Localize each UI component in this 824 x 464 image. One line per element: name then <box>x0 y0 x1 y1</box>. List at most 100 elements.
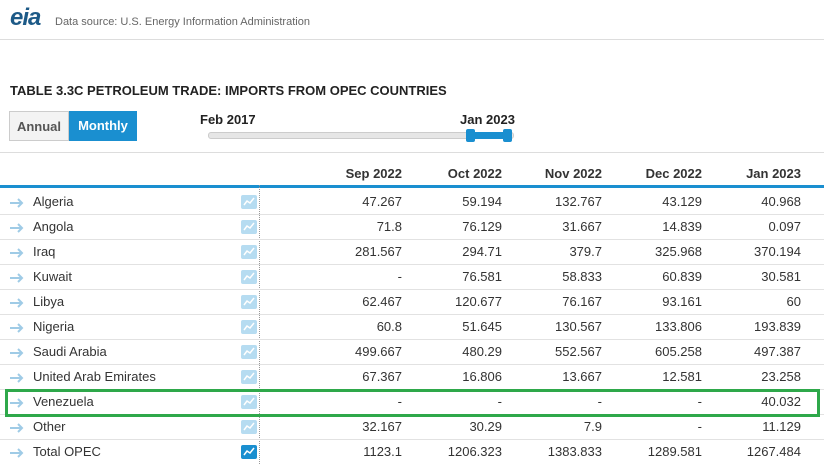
data-cell: 193.839 <box>754 319 801 334</box>
row-label: Venezuela <box>33 394 94 409</box>
expand-icon[interactable] <box>10 271 26 286</box>
row-divider <box>0 289 824 290</box>
data-cell: 1206.323 <box>447 444 502 459</box>
logo[interactable]: eia <box>10 4 41 31</box>
row-divider <box>0 264 824 265</box>
data-cell: - <box>697 394 702 409</box>
row-label: Total OPEC <box>33 444 101 459</box>
chart-icon[interactable] <box>241 295 257 312</box>
data-cell: 132.767 <box>555 194 602 209</box>
chart-icon[interactable] <box>241 245 257 262</box>
row-label: Libya <box>33 294 65 309</box>
data-cell: 93.161 <box>662 294 702 309</box>
data-cell: 370.194 <box>754 244 801 259</box>
data-source: Data source: U.S. Energy Information Adm… <box>55 16 310 28</box>
expand-icon[interactable] <box>10 296 26 311</box>
row-label: Iraq <box>33 244 56 259</box>
data-cell: - <box>397 394 402 409</box>
chart-icon[interactable] <box>241 270 257 287</box>
data-cell: 120.677 <box>455 294 502 309</box>
data-cell: 76.167 <box>562 294 602 309</box>
data-cell: 30.581 <box>761 269 801 284</box>
data-cell: 30.29 <box>469 419 502 434</box>
data-cell: 60 <box>786 294 801 309</box>
data-cell: 71.8 <box>376 219 402 234</box>
data-cell: 480.29 <box>462 344 502 359</box>
row-label: Angola <box>33 219 74 234</box>
expand-icon[interactable] <box>10 396 26 411</box>
annual-button[interactable]: Annual <box>9 111 69 141</box>
row-label: Algeria <box>33 194 74 209</box>
data-cell: 1123.1 <box>363 444 402 459</box>
data-cell: 43.129 <box>662 194 702 209</box>
column-header: Jan 2023 <box>746 166 801 181</box>
data-cell: 76.581 <box>462 269 502 284</box>
data-cell: 16.806 <box>462 369 502 384</box>
slider-end-label: Jan 2023 <box>460 112 515 127</box>
row-divider <box>0 239 824 240</box>
slider-handle-left[interactable] <box>466 129 475 142</box>
data-cell: 32.167 <box>362 419 402 434</box>
expand-icon[interactable] <box>10 446 26 461</box>
chart-icon[interactable] <box>241 195 257 212</box>
chart-icon[interactable] <box>241 220 257 237</box>
data-cell: 67.367 <box>362 369 402 384</box>
expand-icon[interactable] <box>10 196 26 211</box>
table-top-line <box>0 152 824 153</box>
data-cell: 1383.833 <box>547 444 602 459</box>
data-cell: 130.567 <box>555 319 602 334</box>
column-header: Dec 2022 <box>645 166 702 181</box>
data-cell: 40.032 <box>761 394 801 409</box>
data-cell: 294.71 <box>462 244 502 259</box>
data-cell: 13.667 <box>562 369 602 384</box>
expand-icon[interactable] <box>10 246 26 261</box>
data-cell: 60.839 <box>662 269 702 284</box>
expand-icon[interactable] <box>10 421 26 436</box>
column-header: Nov 2022 <box>544 166 602 181</box>
slider-handle-right[interactable] <box>503 129 512 142</box>
data-cell: 325.968 <box>655 244 702 259</box>
data-cell: 281.567 <box>355 244 402 259</box>
expand-icon[interactable] <box>10 371 26 386</box>
expand-icon[interactable] <box>10 346 26 361</box>
chart-icon[interactable] <box>241 395 257 412</box>
data-cell: 51.645 <box>462 319 502 334</box>
data-cell: 552.567 <box>555 344 602 359</box>
chart-icon[interactable] <box>241 345 257 362</box>
data-cell: 497.387 <box>754 344 801 359</box>
data-cell: 1289.581 <box>647 444 702 459</box>
monthly-button[interactable]: Monthly <box>69 111 137 141</box>
chart-icon[interactable] <box>241 420 257 437</box>
data-cell: 11.129 <box>762 419 801 434</box>
data-cell: 76.129 <box>462 219 502 234</box>
data-cell: 60.8 <box>376 319 402 334</box>
slider-track[interactable] <box>208 132 514 139</box>
highlight-box <box>5 389 820 417</box>
table-title: TABLE 3.3C PETROLEUM TRADE: IMPORTS FROM… <box>10 83 447 98</box>
data-cell: 47.267 <box>362 194 402 209</box>
row-divider <box>0 339 824 340</box>
expand-icon[interactable] <box>10 221 26 236</box>
row-label: Other <box>33 419 66 434</box>
chart-icon[interactable] <box>241 370 257 387</box>
row-label: Nigeria <box>33 319 75 334</box>
expand-icon[interactable] <box>10 321 26 336</box>
data-cell: 14.839 <box>662 219 702 234</box>
row-label: United Arab Emirates <box>33 369 156 384</box>
chart-icon[interactable] <box>241 445 257 462</box>
data-cell: 379.7 <box>569 244 602 259</box>
row-label: Kuwait <box>33 269 73 284</box>
data-cell: 1267.484 <box>746 444 801 459</box>
row-divider <box>0 364 824 365</box>
data-cell: 31.667 <box>562 219 602 234</box>
data-cell: 12.581 <box>662 369 702 384</box>
data-cell: 133.806 <box>655 319 702 334</box>
data-cell: 40.968 <box>761 194 801 209</box>
slider-range[interactable] <box>472 132 508 139</box>
chart-icon[interactable] <box>241 320 257 337</box>
row-divider <box>0 214 824 215</box>
data-cell: - <box>597 394 602 409</box>
slider-start-label: Feb 2017 <box>200 112 256 127</box>
header-underline <box>0 185 824 188</box>
data-cell: - <box>697 419 702 434</box>
